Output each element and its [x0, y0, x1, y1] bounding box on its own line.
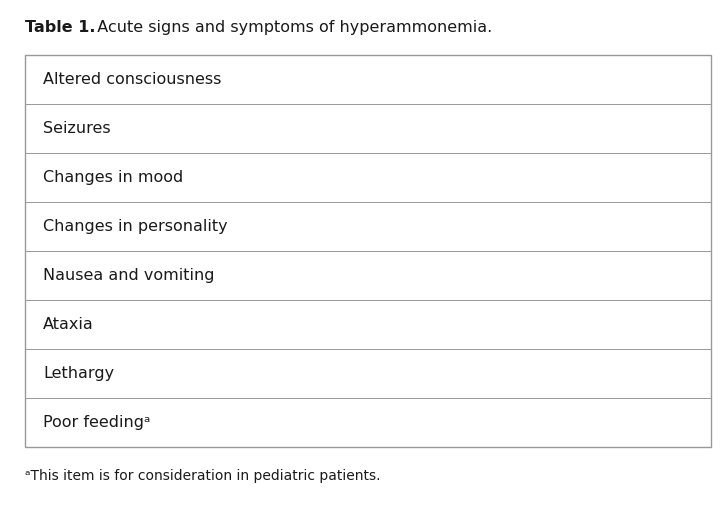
Text: Table 1.: Table 1.	[25, 20, 96, 35]
Text: Altered consciousness: Altered consciousness	[43, 72, 221, 87]
Text: Poor feedingᵃ: Poor feedingᵃ	[43, 415, 150, 430]
Text: Ataxia: Ataxia	[43, 317, 94, 332]
Text: ᵃThis item is for consideration in pediatric patients.: ᵃThis item is for consideration in pedia…	[25, 469, 380, 483]
Text: Changes in personality: Changes in personality	[43, 219, 228, 234]
Text: Lethargy: Lethargy	[43, 366, 114, 381]
Text: Nausea and vomiting: Nausea and vomiting	[43, 268, 214, 283]
Text: Seizures: Seizures	[43, 121, 110, 136]
Text: Acute signs and symptoms of hyperammonemia.: Acute signs and symptoms of hyperammonem…	[87, 20, 492, 35]
Text: Changes in mood: Changes in mood	[43, 170, 183, 185]
